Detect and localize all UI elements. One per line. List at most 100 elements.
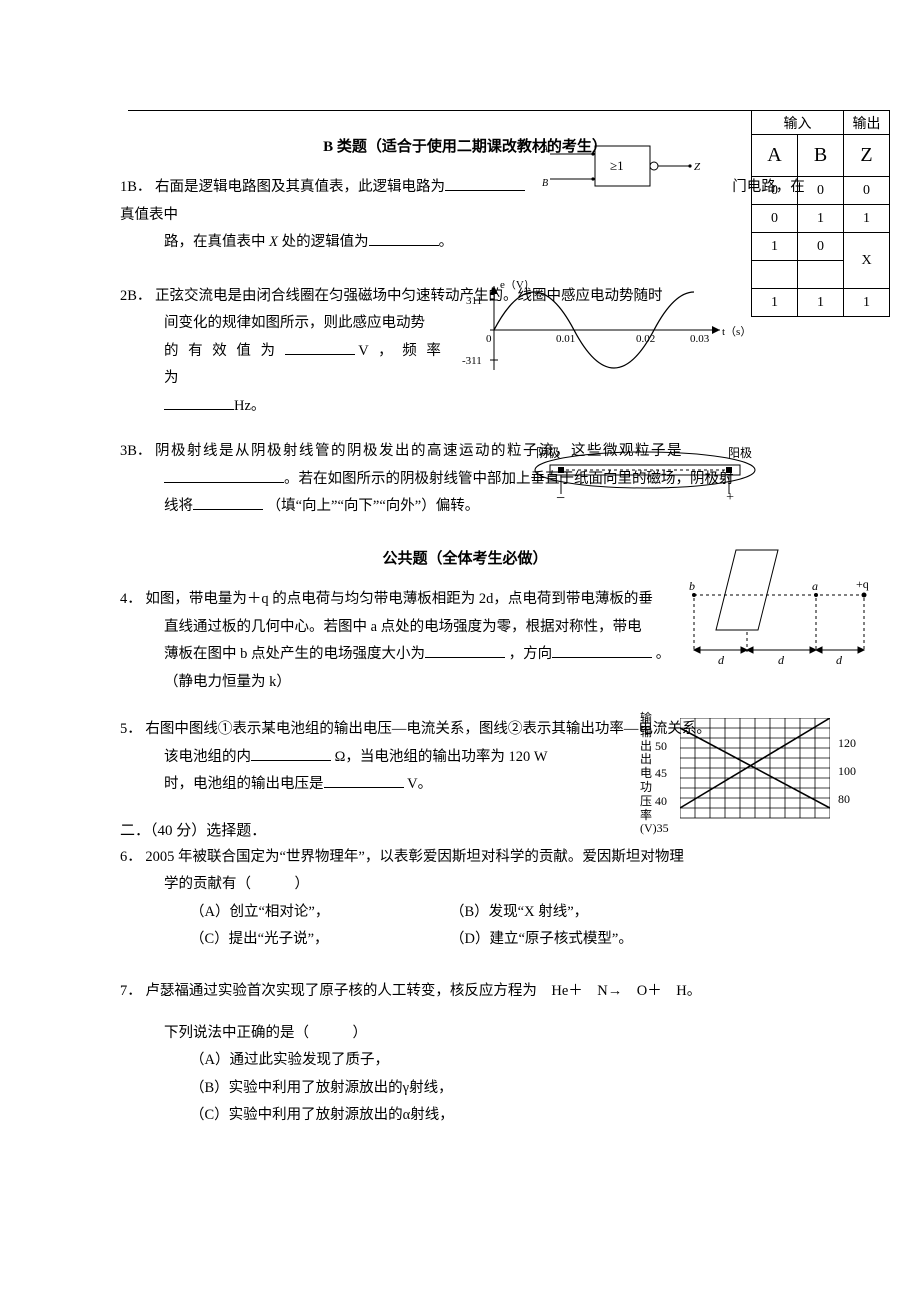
q1B-t3: 处的逻辑值为: [282, 234, 369, 250]
y2tick: 80: [838, 792, 850, 807]
label-d2: d: [778, 653, 785, 667]
cell: 0: [752, 177, 798, 205]
q6: 6． 2005 年被联合国定为“世界物理年”，以表彰爱因斯坦对科学的贡献。爱因斯…: [120, 844, 810, 954]
gate-symbol: ≥1: [610, 158, 624, 173]
cell: 1: [844, 205, 890, 233]
q2B-l4: Hz。: [234, 398, 265, 414]
q6-C: （C）提出“光子说”，: [190, 926, 450, 954]
label-d1: d: [718, 653, 725, 667]
tick2: 0.02: [636, 333, 655, 345]
yl: 输: [640, 725, 652, 739]
blank: [552, 642, 652, 658]
cell: 1: [798, 205, 844, 233]
q7-A: （A）通过此实验发现了质子，: [190, 1047, 810, 1075]
q2B-l2: 间变化的规律如图所示，则此感应电动势: [164, 315, 425, 331]
label-q: +q: [856, 577, 869, 591]
cell: 1: [752, 289, 798, 317]
q6-A: （A）创立“相对论”，: [190, 899, 450, 927]
q1B-t2b: 路，在真值表中: [164, 234, 269, 250]
q4-l3b: ，方向: [509, 646, 553, 662]
crt-figure: 阴极 阳极 − +: [520, 448, 770, 506]
q2B-num: 2B．: [120, 283, 151, 311]
yl: 电: [640, 766, 652, 780]
q1B-num: 1B．: [120, 174, 151, 202]
q6-num: 6．: [120, 844, 142, 872]
tick0: 0: [486, 333, 492, 345]
blank: [285, 339, 355, 355]
cell: 0: [798, 177, 844, 205]
q7-num: 7．: [120, 978, 142, 1006]
blank: [425, 642, 505, 658]
gate-in-a: A: [541, 144, 549, 155]
q1B-X: X: [269, 234, 278, 250]
yl: 功: [640, 780, 652, 794]
top-rule: [128, 110, 778, 111]
anode-label: 阳极: [728, 444, 752, 461]
q4-l2: 直线通过板的几何中心。若图中 a 点处的电场强度为零，根据对称性，带电: [164, 619, 642, 635]
exam-page: 输入 输出 A B Z 0 0 0 0 1 1 1 0 X 1 1: [0, 0, 920, 1184]
label-d3: d: [836, 653, 843, 667]
q5-num: 5．: [120, 716, 142, 744]
y-label: e（V）: [500, 280, 535, 291]
th-A: A: [752, 135, 798, 177]
q4-l4: （静电力恒量为 k）: [164, 674, 291, 690]
blank: [164, 467, 284, 483]
q5-l3a: 时，电池组的输出电压是: [164, 776, 324, 792]
q4-l3a: 薄板在图中 b 点处产生的电场强度大小为: [164, 646, 425, 662]
q4-l3c: 。: [656, 646, 671, 662]
x-label: t（s）: [722, 325, 750, 338]
cell: 1: [798, 289, 844, 317]
label-a: a: [812, 579, 818, 593]
yl: 出: [640, 752, 652, 766]
q4-num: 4．: [120, 586, 142, 614]
q3B-l3a: 线将: [164, 498, 193, 514]
q5-l1: 右图中图线①表示某电池组的输出电压—电流关系，图线②表示其输出功率—电流关系。: [145, 721, 711, 737]
gate-out: Z: [694, 161, 701, 173]
cathode-label: 阴极: [536, 444, 560, 461]
blank: [251, 745, 331, 761]
q5-l2a: 该电池组的内: [164, 749, 251, 765]
th-B: B: [798, 135, 844, 177]
yl: 出: [640, 739, 652, 753]
neg-amp: -311: [462, 355, 482, 367]
cell: [798, 261, 844, 289]
q5-l3b: V。: [407, 776, 432, 792]
q6-stem-b: 学的贡献有（ ）: [164, 876, 309, 892]
cell: 1: [844, 289, 890, 317]
q6-stem-a: 2005 年被联合国定为“世界物理年”，以表彰爱因斯坦对科学的贡献。爱因斯坦对物…: [145, 849, 684, 865]
blank: [369, 230, 439, 246]
q7: 7． 卢瑟福通过实验首次实现了原子核的人工转变，核反应方程为 He＋ N→ O＋…: [120, 978, 810, 1130]
th-output: 输出: [844, 111, 890, 135]
q6-D: （D）建立“原子核式模型”。: [450, 926, 710, 954]
q3B-num: 3B．: [120, 438, 151, 466]
q7-C: （C）实验中利用了放射源放出的α射线，: [190, 1102, 810, 1130]
label-b: b: [689, 579, 695, 593]
period: 。: [439, 234, 454, 250]
cell: 0: [844, 177, 890, 205]
cell: 1: [752, 233, 798, 261]
ytick: 35: [657, 821, 669, 835]
q4-figure: b a +q d d d: [686, 540, 876, 670]
q3B-l3b: （填“向上”“向下”“向外”）偏转。: [267, 498, 480, 514]
ytick: 50: [655, 739, 667, 753]
tick3: 0.03: [690, 333, 710, 345]
sine-figure: e（V） 311 -311 0 0.01 0.02 0.03 t（s）: [460, 280, 750, 378]
q7-B: （B）实验中利用了放射源放出的γ射线，: [190, 1075, 810, 1103]
blank: [193, 495, 263, 511]
yl: 压: [640, 794, 652, 808]
q5-chart: 输 输 出 50 出 电 45 功 压 40 率 (V)35 120 100: [640, 712, 870, 852]
y2tick: 100: [838, 764, 856, 779]
q4-l1: 如图，带电量为＋q 的点电荷与均匀带电薄板相距为 2d，点电荷到带电薄板的垂: [145, 591, 653, 607]
blank: [164, 394, 234, 410]
q7-stem: 卢瑟福通过实验首次实现了原子核的人工转变，核反应方程为 He＋ N→ O＋ H。: [145, 983, 701, 999]
q5-l2b: Ω，当电池组的输出功率为 120 W: [335, 749, 548, 765]
tick1: 0.01: [556, 333, 575, 345]
amp: 311: [466, 295, 482, 307]
q6-B: （B）发现“X 射线”，: [450, 899, 710, 927]
ytick: 40: [655, 794, 667, 808]
th-input: 输入: [752, 111, 844, 135]
plus-label: +: [726, 490, 734, 506]
blank: [445, 175, 525, 191]
yl: 率: [640, 808, 652, 822]
yl: (V): [640, 821, 657, 835]
